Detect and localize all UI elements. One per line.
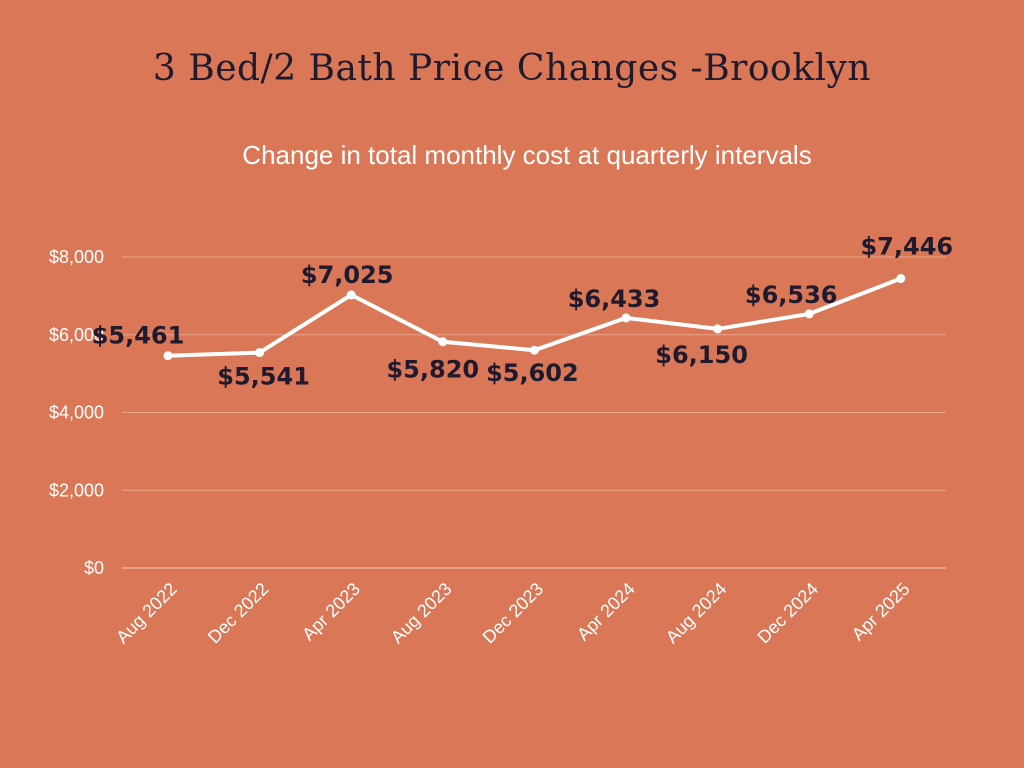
data-point (621, 313, 631, 323)
x-tick-label: Aug 2023 (387, 579, 456, 648)
x-tick-label: Dec 2024 (753, 579, 822, 648)
data-label: $5,820 (386, 356, 479, 384)
data-point (804, 309, 814, 319)
y-axis-ticks: $0 $2,000 $4,000 $6,000 $8,000 (49, 247, 104, 578)
x-tick-label: Dec 2023 (479, 579, 548, 648)
y-tick-label: $4,000 (49, 403, 104, 423)
data-label: $5,461 (92, 322, 185, 350)
x-tick-label: Aug 2022 (112, 579, 181, 648)
data-label: $6,150 (655, 341, 748, 369)
x-tick-label: Dec 2022 (204, 579, 273, 648)
data-point (346, 290, 356, 300)
data-label: $5,541 (217, 363, 310, 391)
data-labels: $5,461 $5,541 $7,025 $5,820 $5,602 $6,433 $6,1… (92, 233, 953, 391)
data-label: $7,446 (860, 233, 953, 261)
y-tick-label: $0 (84, 558, 104, 578)
data-label: $6,536 (745, 281, 838, 309)
x-tick-label: Apr 2024 (573, 579, 639, 645)
chart-subtitle: Change in total monthly cost at quarterl… (242, 140, 812, 170)
x-tick-label: Aug 2024 (662, 579, 731, 648)
data-label: $7,025 (301, 261, 394, 289)
data-point (163, 351, 173, 361)
data-label: $6,433 (568, 285, 661, 313)
data-point (438, 337, 448, 347)
data-points (163, 274, 906, 361)
data-point (713, 324, 723, 334)
x-tick-label: Apr 2025 (848, 579, 914, 645)
data-point (896, 274, 906, 284)
x-axis-ticks: Aug 2022 Dec 2022 Apr 2023 Aug 2023 Dec 2023… (112, 579, 913, 648)
data-label: $5,602 (486, 359, 579, 387)
chart-title: 3 Bed/2 Bath Price Changes -Brooklyn (152, 48, 872, 89)
y-tick-label: $2,000 (49, 480, 104, 500)
data-point (255, 348, 265, 358)
y-tick-label: $8,000 (49, 247, 104, 267)
x-tick-label: Apr 2023 (298, 579, 364, 645)
gridlines (122, 256, 946, 569)
data-point (529, 345, 539, 355)
y-tick-label: $6,000 (49, 325, 104, 345)
